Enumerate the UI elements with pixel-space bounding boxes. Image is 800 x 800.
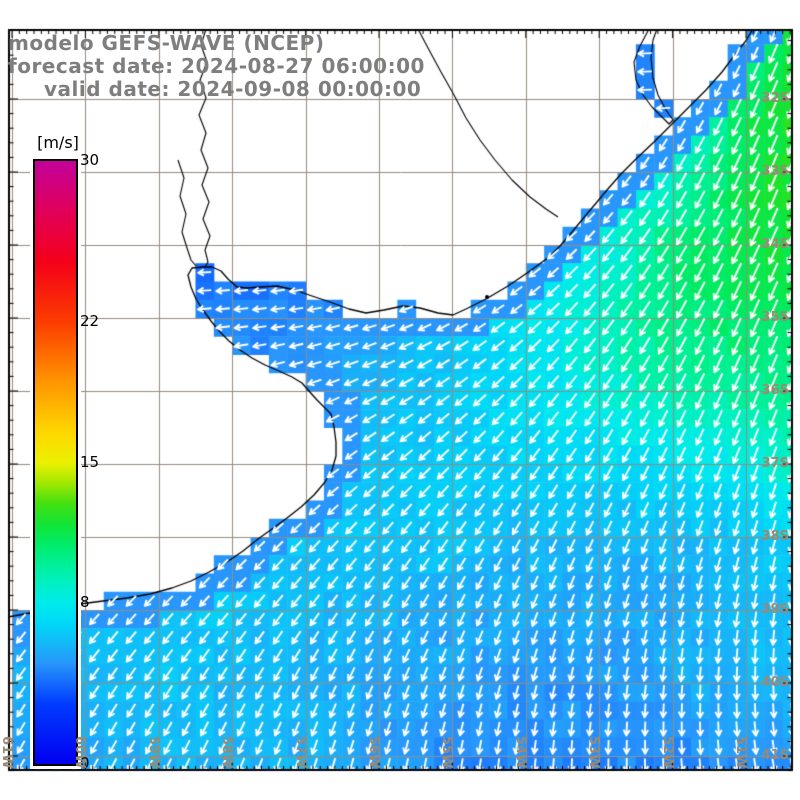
lon-tick-label: 57W <box>292 736 308 769</box>
lat-tick-label: 33S <box>761 164 789 179</box>
lon-tick-label: 52W <box>659 736 675 769</box>
lat-tick-label: 41S <box>761 748 789 763</box>
lon-tick-label: 51W <box>733 736 748 769</box>
forecast-date-line: forecast date: 2024-08-27 06:00:00 <box>8 54 425 78</box>
model-title: modelo GEFS-WAVE (NCEP) <box>8 31 325 55</box>
colorbar <box>30 156 81 769</box>
lat-tick-label: 38S <box>761 529 789 544</box>
lon-tick-label: 55W <box>439 736 455 769</box>
lon-tick-label: 61W <box>0 736 14 769</box>
lon-tick-label: 59W <box>145 736 161 769</box>
lat-tick-label: 40S <box>761 675 789 690</box>
lon-tick-label: 54W <box>512 736 528 769</box>
lat-tick-label: 39S <box>761 602 789 617</box>
lat-tick-label: 32S <box>761 91 789 106</box>
lon-tick-label: 60W <box>72 736 88 769</box>
lat-tick-label: 37S <box>761 456 789 471</box>
valid-date-line: valid date: 2024-09-08 00:00:00 <box>44 77 422 101</box>
colorbar-tick-label: 0 <box>80 754 90 772</box>
colorbar-unit-label: [m/s] <box>37 133 79 152</box>
lat-tick-label: 34S <box>761 237 789 252</box>
lon-tick-label: 53W <box>586 736 602 769</box>
colorbar-tick-label: 8 <box>80 593 90 612</box>
colorbar-tick-label: 22 <box>80 311 100 330</box>
lon-tick-label: 58W <box>219 736 235 769</box>
colorbar-tick-label: 15 <box>80 452 100 471</box>
lat-tick-label: 36S <box>761 383 789 398</box>
lat-tick-label: 35S <box>761 310 789 325</box>
lon-tick-label: 56W <box>366 736 381 769</box>
colorbar-tick-label: 30 <box>80 151 100 169</box>
